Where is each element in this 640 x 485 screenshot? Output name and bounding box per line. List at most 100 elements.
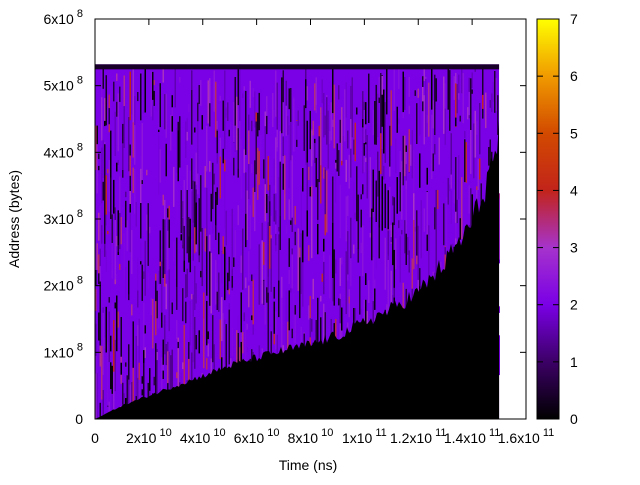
heatmap-cell (228, 309, 230, 365)
heatmap-cell (405, 187, 407, 234)
heatmap-cell (381, 75, 383, 127)
heatmap-cell (119, 86, 121, 102)
heatmap-cell (263, 280, 265, 305)
heatmap-cell (282, 136, 284, 157)
heatmap-cell (231, 276, 233, 288)
heatmap-cell (332, 222, 334, 278)
heatmap-cell (186, 118, 188, 134)
heatmap-cell (185, 274, 187, 298)
heatmap-cell (413, 193, 415, 221)
heatmap-cell (308, 305, 310, 320)
heatmap-cell (141, 389, 143, 396)
heatmap-cell (110, 130, 112, 189)
heatmap-cell (267, 222, 269, 277)
heatmap-cell (399, 172, 401, 212)
heatmap-cell (350, 259, 352, 287)
heatmap-cell (167, 221, 169, 271)
heatmap-cell (335, 122, 337, 176)
heatmap-cell (293, 98, 295, 152)
heatmap-cell (401, 230, 403, 235)
heatmap-cell (335, 259, 337, 274)
heatmap-cell (248, 251, 250, 282)
heatmap-cell (228, 288, 230, 295)
heatmap-cell (344, 89, 346, 142)
heatmap-cell (192, 180, 194, 244)
heatmap-cell (356, 107, 358, 115)
heatmap-cell (365, 273, 367, 285)
heatmap-cell (153, 90, 155, 106)
heatmap-cell (378, 227, 380, 259)
heatmap-cell (150, 297, 152, 316)
heatmap-cell (131, 67, 133, 115)
heatmap-cell (299, 257, 301, 319)
heatmap-cell (278, 234, 280, 281)
heatmap-cell (398, 118, 400, 125)
heatmap-cell (117, 160, 119, 165)
heatmap-cell (417, 225, 419, 280)
heatmap-cell (302, 168, 304, 192)
heatmap-cell (200, 175, 202, 232)
heatmap-cell (326, 97, 328, 145)
heatmap-cell (246, 190, 248, 240)
heatmap-cell (447, 65, 449, 110)
heatmap-cell (263, 242, 265, 265)
heatmap-cell (275, 311, 277, 350)
heatmap-cell (467, 129, 469, 146)
heatmap-cell (438, 137, 440, 165)
heatmap-cell (111, 214, 113, 265)
heatmap-cell (140, 73, 142, 121)
heatmap-cell (387, 190, 389, 230)
heatmap-cell (138, 318, 140, 381)
heatmap-cell (489, 100, 491, 108)
heatmap-cell (339, 184, 341, 238)
heatmap-cell (360, 194, 362, 200)
heatmap-cell (362, 225, 364, 277)
heatmap-cell (183, 197, 185, 261)
heatmap-cell (455, 157, 457, 212)
heatmap-cell (414, 90, 416, 96)
heatmap-cell (168, 219, 170, 248)
heatmap-cell (290, 88, 292, 129)
heatmap-cell (437, 190, 439, 210)
heatmap-cell (422, 87, 424, 102)
heatmap-cell (174, 266, 176, 279)
heatmap-cell (224, 171, 226, 228)
heatmap-cell (144, 240, 146, 296)
heatmap-cell (191, 88, 193, 145)
heatmap-cell (359, 276, 361, 315)
heatmap-cell (188, 217, 190, 244)
heatmap-cell (264, 161, 266, 222)
heatmap-cell (296, 121, 298, 146)
heatmap-cell (245, 90, 247, 155)
heatmap-cell (165, 344, 167, 366)
heatmap-cell (306, 162, 308, 211)
heatmap-cell (102, 66, 104, 89)
heatmap-cell (140, 203, 142, 239)
heatmap-cell (347, 195, 349, 217)
heatmap-cell (291, 328, 293, 339)
heatmap-cell (458, 155, 460, 200)
heatmap-cell (414, 227, 416, 232)
heatmap-cell (386, 256, 388, 268)
heatmap-cell (206, 300, 208, 346)
heatmap-cell (345, 251, 347, 314)
heatmap-cell (236, 330, 238, 377)
heatmap-cell (314, 138, 316, 144)
heatmap-cell (498, 306, 500, 313)
heatmap-cell (393, 66, 395, 111)
heatmap-cell (210, 193, 212, 222)
heatmap-cell (116, 101, 118, 117)
heatmap-cell (449, 70, 451, 131)
heatmap-cell (353, 139, 355, 155)
heatmap-cell (222, 236, 224, 254)
heatmap-cell (215, 259, 217, 305)
heatmap-cell (302, 262, 304, 307)
heatmap-cell (380, 308, 382, 314)
heatmap-cell (158, 284, 160, 329)
heatmap-cell (387, 260, 389, 318)
heatmap-cell (342, 136, 344, 164)
heatmap-cell (116, 236, 118, 247)
heatmap-cell (366, 135, 368, 199)
heatmap-cell (254, 91, 256, 128)
y-axis: 0 1x10 8 2x10 8 3x10 8 4x10 8 5x10 8 6x10 8 (43, 8, 526, 427)
